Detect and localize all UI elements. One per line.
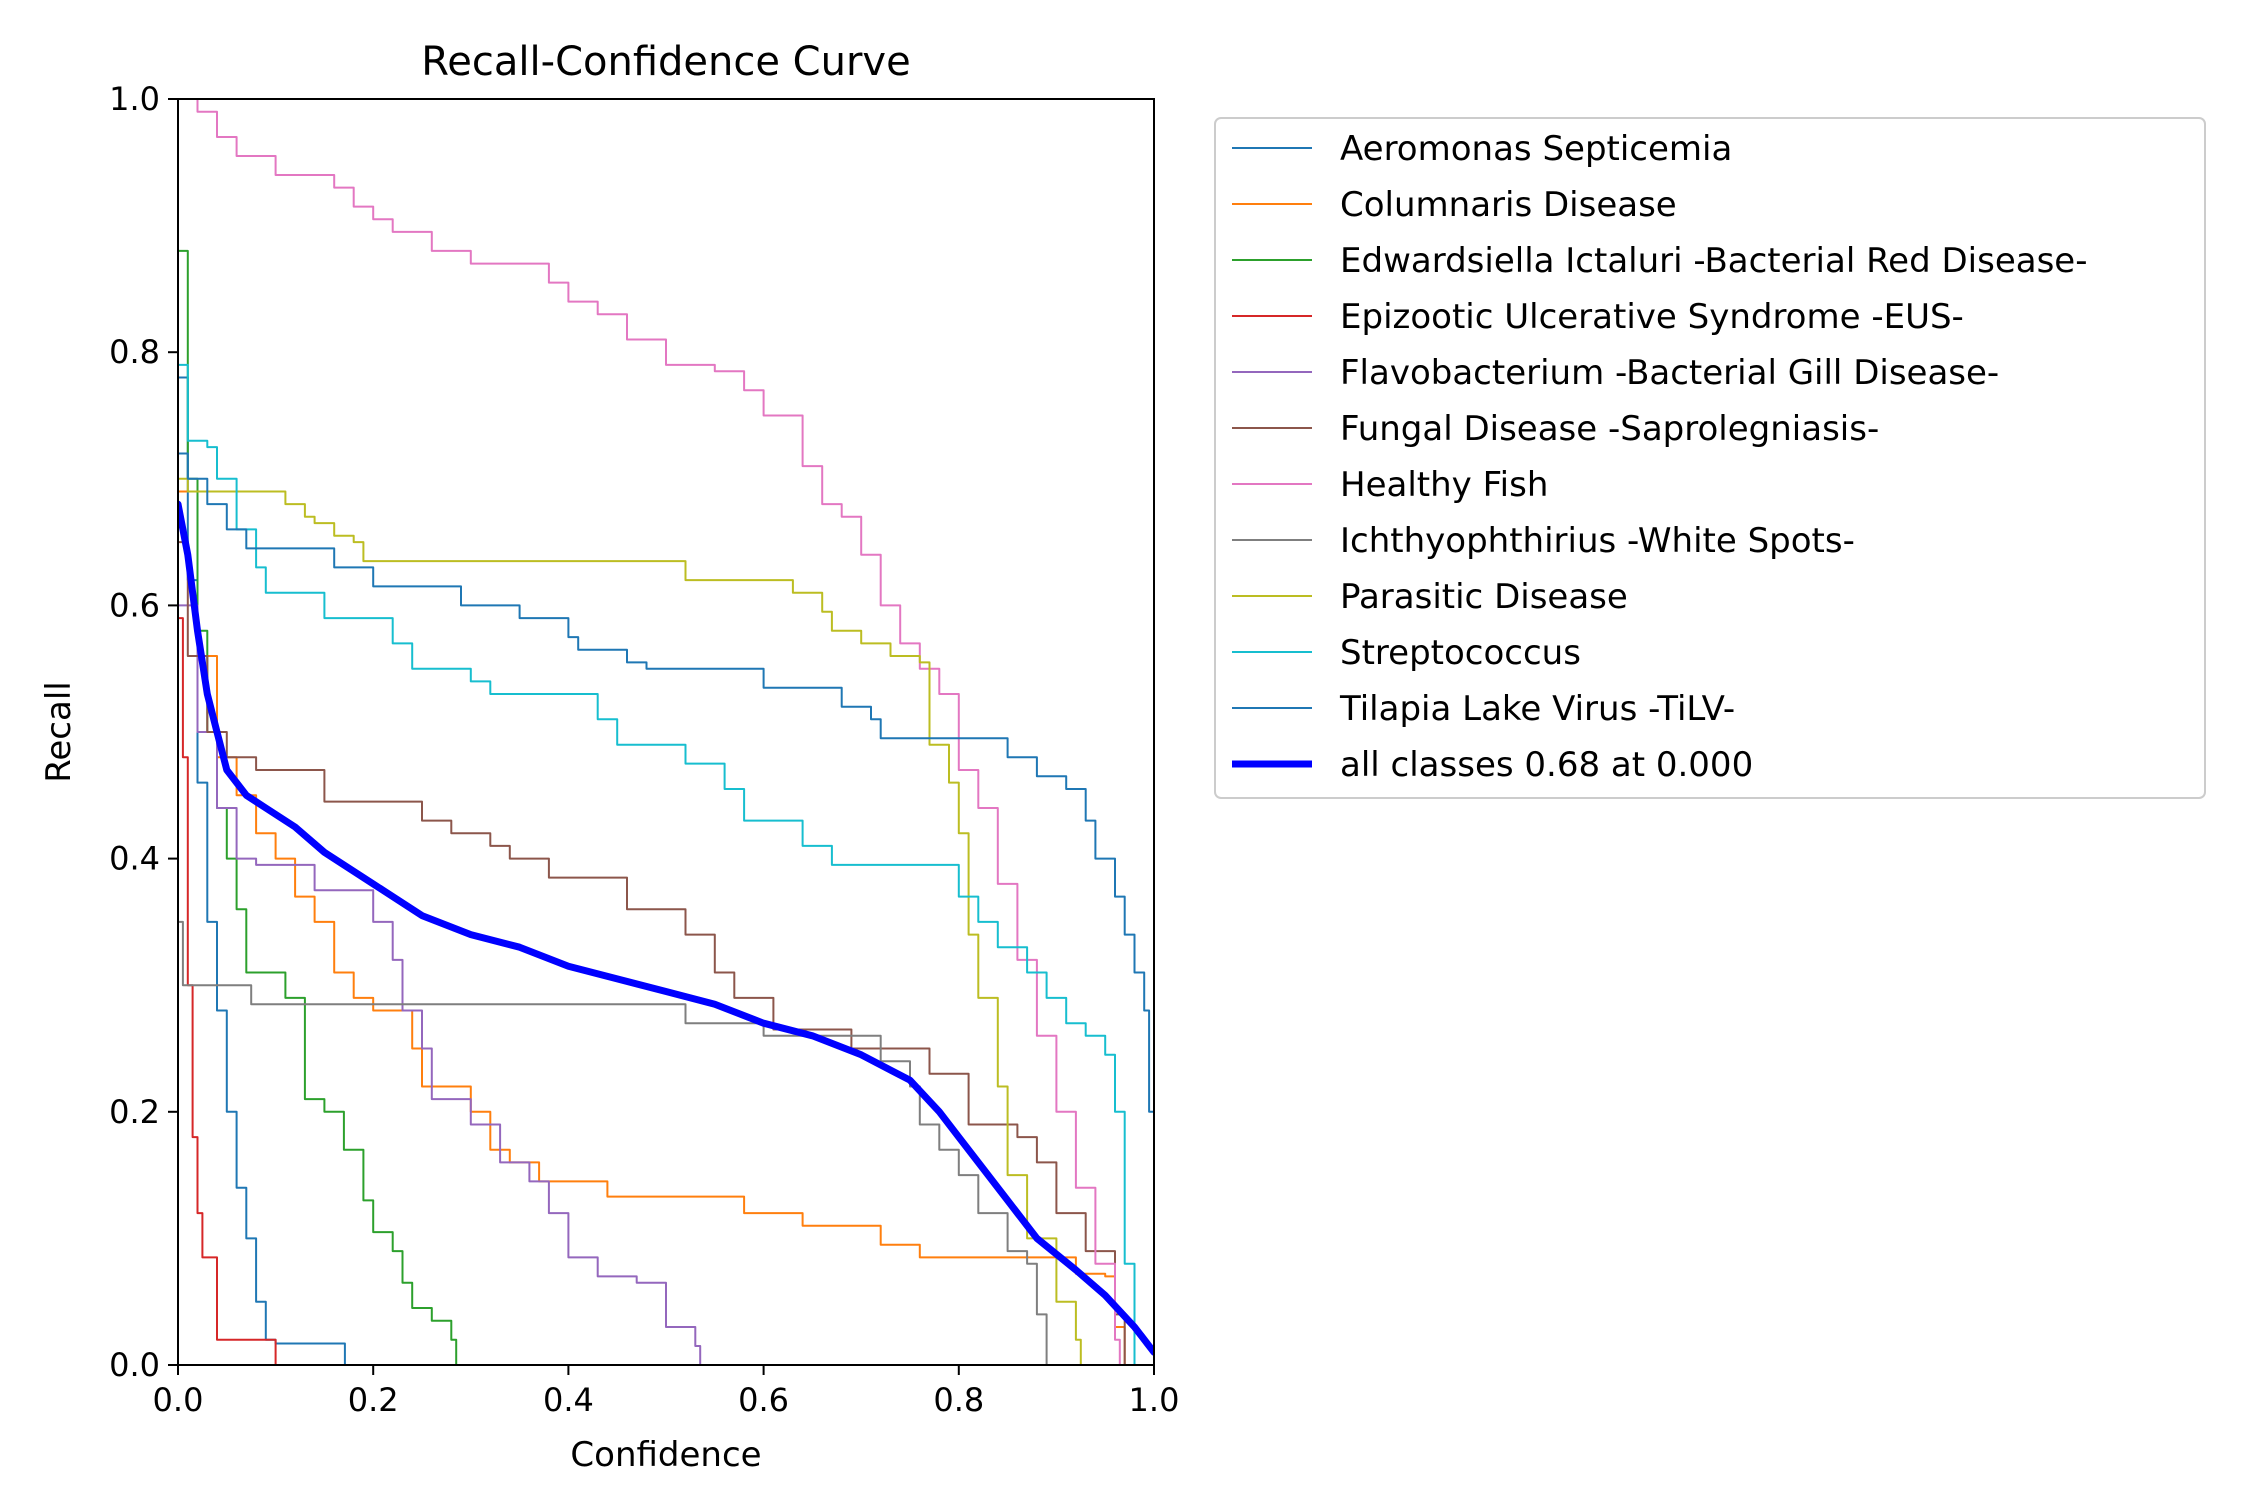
- legend-label: all classes 0.68 at 0.000: [1340, 745, 1753, 785]
- y-tick-label: 0.0: [109, 1346, 160, 1384]
- series-line-11: [178, 500, 1154, 1356]
- x-tick-label: 0.0: [153, 1381, 204, 1419]
- x-tick-label: 1.0: [1129, 1381, 1180, 1419]
- legend: Aeromonas Septicemia Columnaris Disease Ed…: [1214, 117, 2206, 799]
- x-tick-label: 0.2: [348, 1381, 399, 1419]
- x-tick-label: 0.6: [738, 1381, 789, 1419]
- y-axis-ticks: 0.0 0.2 0.4 0.6 0.8 1.0: [109, 80, 178, 1384]
- y-axis-label: Recall: [39, 681, 79, 782]
- series-line-3: [178, 617, 1154, 1365]
- x-axis-label: Confidence: [570, 1435, 761, 1475]
- legend-label: Streptococcus: [1340, 633, 1581, 673]
- legend-label: Aeromonas Septicemia: [1340, 129, 1732, 169]
- legend-label: Epizootic Ulcerative Syndrome -EUS-: [1340, 297, 1964, 337]
- chart-title: Recall-Confidence Curve: [421, 39, 910, 85]
- x-tick-label: 0.4: [543, 1381, 594, 1419]
- x-tick-label: 0.8: [933, 1381, 984, 1419]
- y-tick-label: 0.8: [109, 333, 160, 371]
- legend-label: Tilapia Lake Virus -TiLV-: [1339, 689, 1735, 729]
- legend-label: Edwardsiella Ictaluri -Bacterial Red Dis…: [1340, 241, 2087, 281]
- legend-label: Parasitic Disease: [1340, 577, 1628, 617]
- y-tick-label: 0.2: [109, 1093, 160, 1131]
- legend-label: Columnaris Disease: [1340, 185, 1677, 225]
- legend-label: Fungal Disease -Saprolegniasis-: [1340, 409, 1879, 449]
- legend-label: Ichthyophthirius -White Spots-: [1340, 521, 1855, 561]
- series-line-8: [178, 477, 1154, 1365]
- series-line-4: [178, 604, 1154, 1365]
- y-tick-label: 1.0: [109, 80, 160, 118]
- series-line-10: [178, 452, 1154, 1365]
- legend-label: Flavobacterium -Bacterial Gill Disease-: [1340, 353, 1999, 393]
- x-axis-ticks: 0.0 0.2 0.4 0.6 0.8 1.0: [153, 1365, 1180, 1419]
- plot-frame: [177, 98, 1155, 1366]
- series-line-6: [178, 99, 1154, 1365]
- series-line-1: [178, 490, 1154, 1365]
- y-tick-label: 0.6: [109, 586, 160, 624]
- series-line-9: [178, 363, 1154, 1365]
- series-line-5: [178, 541, 1154, 1365]
- series-layer: [178, 99, 1154, 1365]
- y-tick-label: 0.4: [109, 840, 160, 878]
- legend-label: Healthy Fish: [1340, 465, 1548, 505]
- legend-box: [1214, 117, 2206, 799]
